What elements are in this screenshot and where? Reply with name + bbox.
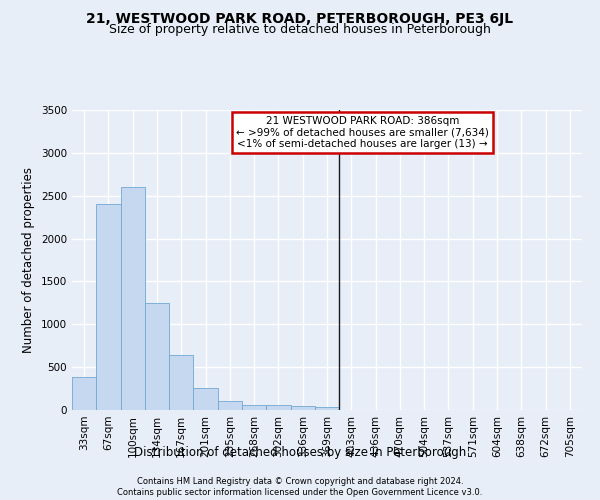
Bar: [193, 388, 218, 410]
Bar: [218, 402, 242, 410]
Text: Contains public sector information licensed under the Open Government Licence v3: Contains public sector information licen…: [118, 488, 482, 497]
Bar: [290, 406, 315, 410]
Y-axis label: Number of detached properties: Number of detached properties: [22, 167, 35, 353]
Text: Contains HM Land Registry data © Crown copyright and database right 2024.: Contains HM Land Registry data © Crown c…: [137, 476, 463, 486]
Text: 21 WESTWOOD PARK ROAD: 386sqm
← >99% of detached houses are smaller (7,634)
<1% : 21 WESTWOOD PARK ROAD: 386sqm ← >99% of …: [236, 116, 489, 149]
Bar: [315, 407, 339, 410]
Bar: [169, 355, 193, 410]
Bar: [242, 405, 266, 410]
Bar: [121, 187, 145, 410]
Text: Distribution of detached houses by size in Peterborough: Distribution of detached houses by size …: [134, 446, 466, 459]
Bar: [145, 303, 169, 410]
Bar: [266, 406, 290, 410]
Text: Size of property relative to detached houses in Peterborough: Size of property relative to detached ho…: [109, 22, 491, 36]
Bar: [96, 204, 121, 410]
Text: 21, WESTWOOD PARK ROAD, PETERBOROUGH, PE3 6JL: 21, WESTWOOD PARK ROAD, PETERBOROUGH, PE…: [86, 12, 514, 26]
Bar: [72, 378, 96, 410]
